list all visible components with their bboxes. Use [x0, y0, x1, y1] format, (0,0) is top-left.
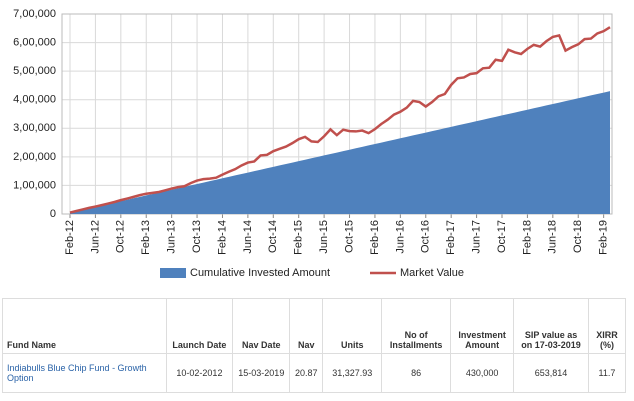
header-cell: No of Installments	[381, 298, 452, 354]
line	[69, 26, 611, 214]
x-tick-label: Feb-16	[369, 220, 381, 255]
y-tick-label: 5,00,000	[13, 65, 56, 77]
x-tick-label: Feb-19	[598, 220, 610, 255]
y-tick-label: 1,00,000	[13, 179, 56, 191]
chart: 0 1,00,000 2,00,000 3,00,000 4,00,000 5,00,00…	[13, 8, 613, 279]
cell: 20.87	[289, 353, 324, 393]
x-tick-label: Oct-17	[496, 220, 508, 253]
x-tick-label: Feb-13	[140, 220, 152, 255]
data-row: Indiabulls Blue Chip Fund - Growth Optio…	[2, 353, 627, 393]
y-tick-label: 2,00,000	[13, 151, 56, 163]
header-cell: Nav Date	[232, 298, 291, 354]
fund-link[interactable]: Indiabulls Blue Chip Fund - Growth Optio…	[2, 353, 167, 393]
header-cell: Nav	[289, 298, 324, 354]
x-tick-label: Oct-15	[343, 220, 355, 253]
cell: 31,327.93	[322, 353, 383, 393]
cell: 86	[381, 353, 452, 393]
header-cell: Launch Date	[165, 298, 234, 354]
fund-table: Fund Name Launch Date Nav Date Nav Units…	[2, 298, 627, 393]
x-tick-label: Feb-14	[216, 220, 228, 255]
x-tick-label: Jun-16	[394, 220, 406, 254]
x-tick-label: Oct-13	[191, 220, 203, 253]
legend-label: Cumulative Invested Amount	[190, 267, 330, 279]
legend-swatch	[160, 268, 186, 278]
cell: 15-03-2019	[232, 353, 291, 393]
cell: 11.7	[587, 353, 627, 393]
x-tick-label: Oct-14	[267, 220, 279, 253]
header-cell: Fund Name	[2, 298, 167, 354]
y-tick-label: 3,00,000	[13, 122, 56, 134]
cell: 10-02-2012	[165, 353, 234, 393]
legend-label: Market Value	[400, 267, 464, 279]
header-row: Fund Name Launch Date Nav Date Nav Units…	[2, 298, 627, 354]
x-tick-label: Oct-12	[115, 220, 127, 253]
header-cell: SIP value as on 17-03-2019	[513, 298, 589, 354]
x-tick-label: Feb-18	[521, 220, 533, 255]
cell: 430,000	[450, 353, 515, 393]
area	[70, 91, 610, 214]
header-cell: Units	[322, 298, 383, 354]
x-tick-label: Jun-12	[89, 220, 101, 254]
y-tick-label: 4,00,000	[13, 94, 56, 106]
x-tick-label: Feb-17	[445, 220, 457, 255]
x-tick-label: Feb-15	[293, 220, 305, 255]
y-tick-label: 6,00,000	[13, 36, 56, 48]
header-cell: XIRR (%)	[587, 298, 627, 354]
x-tick-label: Jun-14	[242, 220, 254, 254]
x-tick-label: Oct-18	[572, 220, 584, 253]
x-tick-label: Jun-18	[547, 220, 559, 254]
cell: 653,814	[513, 353, 589, 393]
x-tick-label: Oct-16	[420, 220, 432, 253]
x-tick-label: Jun-15	[318, 220, 330, 254]
y-tick-label: 0	[50, 208, 56, 220]
header-cell: Investment Amount	[450, 298, 515, 354]
x-tick-label: Jun-13	[166, 220, 178, 254]
x-tick-label: Feb-12	[64, 220, 76, 255]
x-tick-label: Jun-17	[470, 220, 482, 254]
y-tick-label: 7,00,000	[13, 8, 56, 20]
